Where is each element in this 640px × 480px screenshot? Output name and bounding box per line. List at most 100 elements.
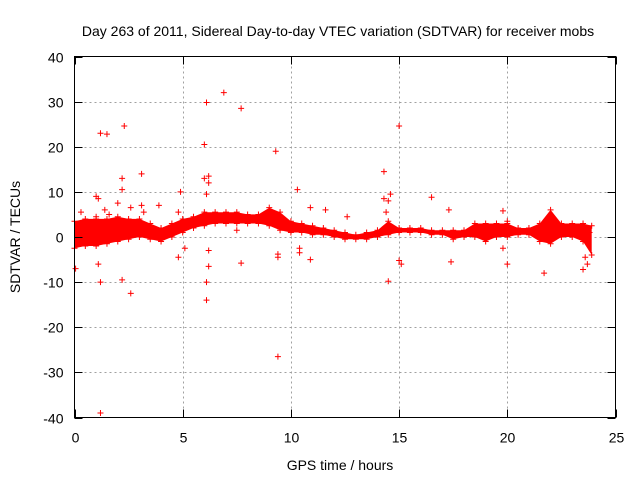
band-edge-point <box>190 213 197 220</box>
data-point <box>93 213 100 220</box>
band-edge-point <box>342 229 348 236</box>
band-edge-point <box>103 215 110 222</box>
data-point <box>344 213 351 220</box>
data-point <box>201 175 208 182</box>
data-point <box>220 89 227 96</box>
band-edge-point <box>450 227 457 234</box>
band-edge-point <box>222 209 229 216</box>
band-edge-point <box>331 234 338 240</box>
band-edge-point <box>277 209 284 216</box>
band-edge-point <box>255 211 262 218</box>
band-edge-point <box>82 215 89 222</box>
axis-ticks <box>74 56 617 419</box>
band-edge-point <box>363 229 370 236</box>
data-point <box>541 270 548 277</box>
band-edge-point <box>547 206 554 213</box>
data-band <box>74 207 592 255</box>
band-edge-point <box>439 231 446 238</box>
x-tick-label: 10 <box>284 430 300 446</box>
data-point <box>504 218 511 225</box>
data-point <box>175 254 182 261</box>
band-edge-point <box>103 240 110 247</box>
band-edge-point <box>158 224 165 231</box>
data-point <box>155 202 162 209</box>
band-edge-point <box>201 209 208 216</box>
data-point <box>114 200 121 207</box>
band-edge-point <box>125 236 132 243</box>
band-edge-point <box>222 220 229 227</box>
data-point <box>119 186 126 193</box>
band-edge-point <box>125 215 132 222</box>
band-edge-point <box>569 220 576 227</box>
band-edge-point <box>569 234 576 240</box>
data-point <box>387 191 394 198</box>
band-edge-point <box>212 220 219 227</box>
data-point <box>307 256 314 263</box>
band-edge-point <box>168 220 175 227</box>
data-point <box>101 206 108 213</box>
band-edge-point <box>190 224 197 231</box>
band-edge-point <box>201 222 208 229</box>
band-edge-point <box>136 234 143 240</box>
data-point <box>205 173 212 180</box>
data-points <box>71 89 595 416</box>
band-edge-point <box>588 252 595 259</box>
band-edge-point <box>298 220 305 227</box>
data-point <box>499 245 506 252</box>
band-edge-point <box>471 220 478 227</box>
band-edge-point <box>244 220 251 227</box>
band-edge-point <box>309 231 316 238</box>
data-point <box>140 209 147 216</box>
y-axis-label: SDTVAR / TECUs <box>7 181 23 293</box>
data-point <box>97 409 104 416</box>
band-edge-point <box>515 224 522 231</box>
data-point <box>272 148 279 155</box>
data-point <box>238 105 245 112</box>
band-edge-point <box>385 231 392 238</box>
band-edge-point <box>450 236 457 243</box>
band-edge-point <box>244 211 251 218</box>
band-edge-point <box>82 243 89 250</box>
data-point <box>398 261 405 268</box>
y-tick-label: 30 <box>48 95 64 111</box>
y-tick-labels: -40 -30 -20 -10 0 10 20 30 40 <box>43 50 63 427</box>
band-edge-point <box>147 220 154 227</box>
band-edge-point <box>168 234 175 240</box>
data-point <box>203 191 210 198</box>
y-tick-label: -10 <box>43 275 63 291</box>
data-point <box>322 206 329 213</box>
x-tick-label: 15 <box>392 430 408 446</box>
data-point <box>103 131 110 138</box>
data-point <box>119 276 126 283</box>
band-edge-point <box>461 227 468 234</box>
band-edge-point <box>277 227 284 234</box>
band-edge-point <box>298 229 305 236</box>
data-point <box>428 194 435 201</box>
data-point <box>396 122 403 129</box>
band-edge-point <box>374 234 381 240</box>
band-edge-point <box>504 234 511 240</box>
data-point <box>307 204 314 211</box>
data-point <box>77 209 84 216</box>
band-edge-point <box>536 238 543 245</box>
data-point <box>385 197 392 204</box>
data-point <box>138 202 145 209</box>
data-point <box>177 188 184 195</box>
band-edge-point <box>93 243 100 250</box>
data-point <box>380 195 387 202</box>
chart-title: Day 263 of 2011, Sidereal Day-to-day VTE… <box>82 23 594 39</box>
data-point <box>203 297 210 304</box>
band-edge-point <box>536 220 543 227</box>
band-edge-point <box>233 209 240 216</box>
band-edge-point <box>287 218 294 225</box>
band-edge-point <box>396 229 403 236</box>
data-point <box>121 122 128 129</box>
data-point <box>95 195 102 202</box>
data-point <box>445 206 452 213</box>
band-edge-point <box>525 224 532 231</box>
data-point <box>584 261 591 268</box>
data-point <box>205 263 212 270</box>
band-edge-point <box>428 231 435 238</box>
band-edge-point <box>385 218 392 225</box>
